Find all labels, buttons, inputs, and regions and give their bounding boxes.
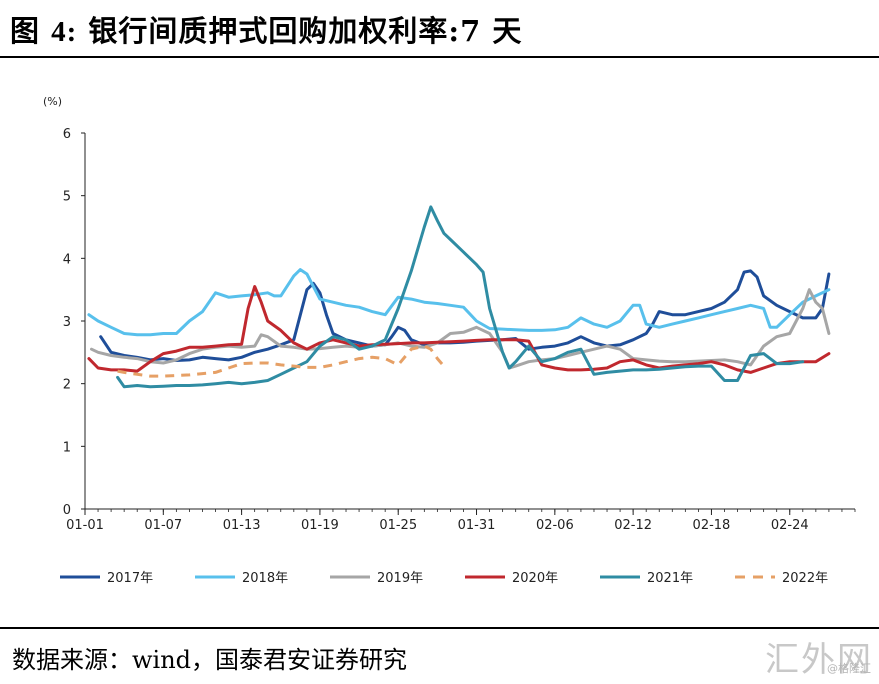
watermark-sub: @格隆汇 [827, 662, 871, 675]
y-tick-label: 2 [63, 378, 71, 393]
bottom-rule [0, 627, 879, 629]
y-tick-label: 0 [63, 503, 71, 518]
figure-number: 4: [51, 16, 78, 48]
y-tick-label: 4 [63, 252, 71, 267]
series-line-4 [87, 285, 831, 374]
x-tick-label: 02-06 [536, 518, 574, 533]
y-tick-label: 6 [63, 127, 71, 142]
series-line-6 [117, 344, 446, 378]
y-tick-label: 1 [63, 440, 71, 455]
y-tick-label: 3 [63, 315, 71, 330]
figure-title: 图 4: 银行间质押式回购加权利率:7 天 [10, 8, 522, 50]
legend-label-5: 2021年 [647, 571, 693, 586]
x-tick-label: 01-01 [66, 518, 104, 533]
legend-label-3: 2019年 [377, 571, 423, 586]
legend-label-4: 2020年 [512, 571, 558, 586]
x-tick-label: 01-25 [379, 518, 417, 533]
x-tick-label: 01-13 [223, 518, 261, 533]
series-line-2 [87, 268, 831, 337]
legend-label-1: 2017年 [107, 571, 153, 586]
legend-label-2: 2018年 [242, 571, 288, 586]
y-tick-label: 5 [63, 190, 71, 205]
series-line-5 [116, 205, 805, 389]
figure-prefix: 图 [10, 14, 41, 48]
x-tick-label: 01-19 [301, 518, 339, 533]
legend-label-6: 2022年 [782, 571, 828, 586]
y-axis-label: (%) [43, 95, 62, 108]
x-tick-label: 02-24 [771, 518, 809, 533]
x-tick-label: 01-07 [144, 518, 182, 533]
source-note: 数据来源：wind，国泰君安证券研究 [12, 646, 408, 674]
figure-title-text: 银行间质押式回购加权利率:7 天 [88, 14, 523, 48]
chart-series [87, 205, 831, 389]
chart-legend: 2017年 2018年 2019年 2020年 2021年 2022年 [60, 571, 828, 586]
x-tick-label: 01-31 [458, 518, 496, 533]
chart-axes: (%) 0 1 2 3 4 5 6 01-01 01-07 01-13 01-19 01-25 01-31… [43, 95, 856, 533]
rate-line-chart: (%) 0 1 2 3 4 5 6 01-01 01-07 01-13 01-19 01-25 01-31… [43, 95, 856, 586]
x-tick-label: 02-18 [693, 518, 731, 533]
top-rule [0, 56, 879, 58]
watermark: 汇外网 [765, 640, 873, 680]
x-tick-label: 02-12 [614, 518, 652, 533]
